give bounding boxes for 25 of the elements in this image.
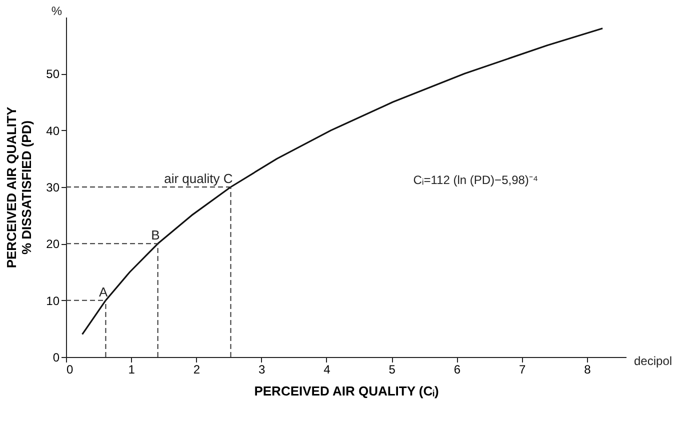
y-tick-label: 40	[46, 124, 60, 138]
x-tick-label: 5	[388, 362, 396, 376]
annotation: air quality C	[164, 171, 233, 186]
y-tick-label: 0	[52, 350, 60, 364]
annotation: B	[151, 228, 160, 243]
x-axis-title: PERCEIVED AIR QUALITY (Cᵢ)	[254, 384, 439, 398]
x-tick-label: 6	[454, 362, 461, 376]
x-tick-label: 1	[128, 362, 136, 376]
x-tick-label: 3	[258, 362, 266, 376]
y-tick-label: 30	[46, 180, 60, 194]
x-tick-label: 4	[324, 362, 331, 376]
text: PERCEIVED AIR QUALITY	[4, 106, 20, 268]
text: decipol	[634, 354, 672, 368]
y-tick-label: 50	[46, 67, 60, 82]
y-tick-label: 20	[46, 237, 60, 252]
x-tick-label: 2	[193, 362, 200, 376]
y-tick-label: 10	[46, 294, 60, 308]
text: % DISSATISFIED (PD)	[19, 120, 34, 255]
annotation: A	[99, 284, 108, 300]
x-tick-label: 8	[584, 362, 592, 376]
x-tick-label: 0	[66, 362, 74, 376]
text: %	[51, 4, 62, 18]
x-tick-label: 7	[518, 362, 526, 376]
line-series	[81, 28, 604, 336]
annotation: Cᵢ=112 (ln (PD)−5,98)⁻⁴	[413, 173, 538, 188]
